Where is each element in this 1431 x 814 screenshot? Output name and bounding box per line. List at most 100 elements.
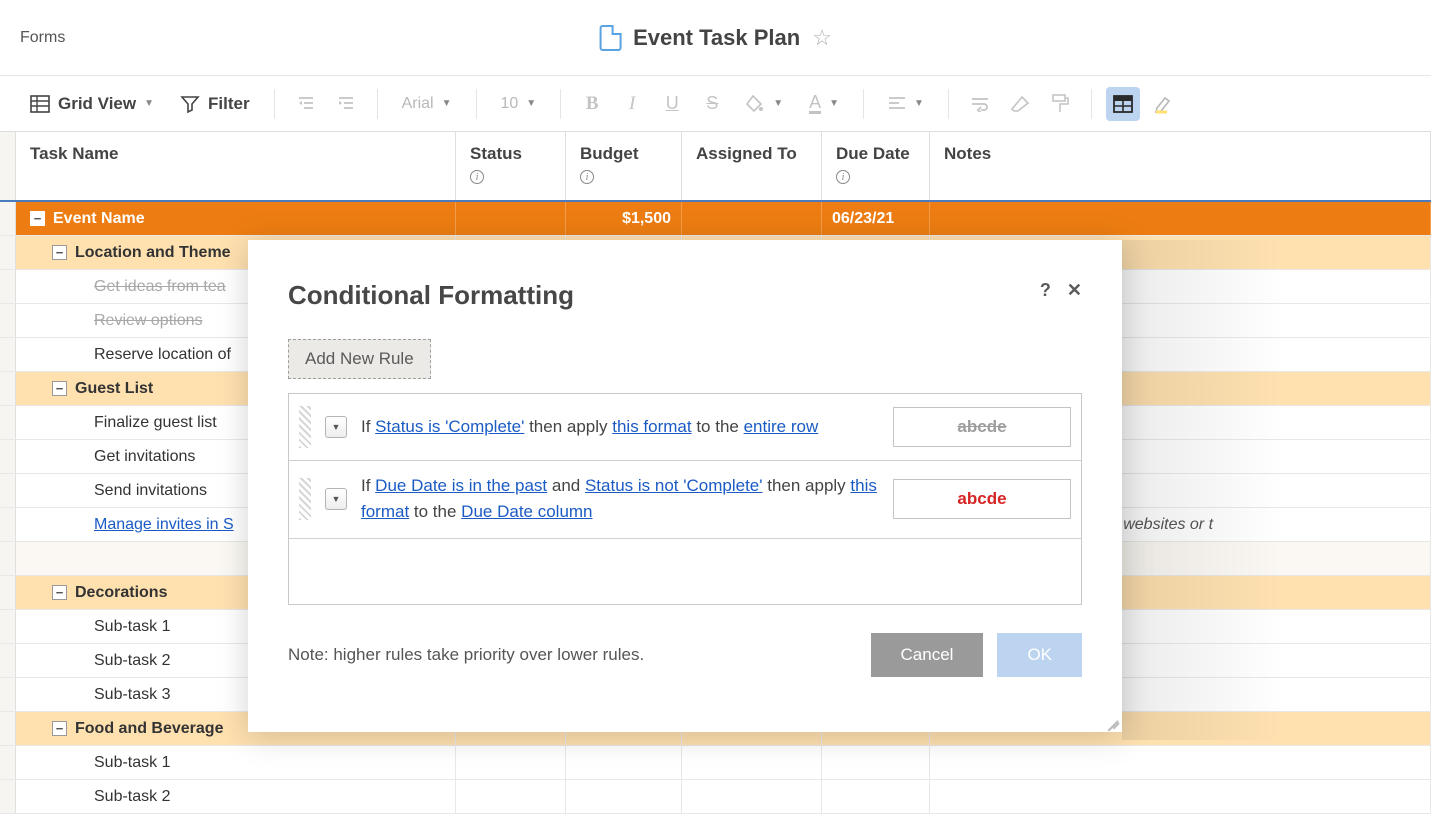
add-new-rule-button[interactable]: Add New Rule (288, 339, 431, 379)
strikethrough-button[interactable]: S (695, 87, 729, 121)
ok-button[interactable]: OK (997, 633, 1082, 677)
column-header-status[interactable]: Statusi (456, 132, 566, 200)
rules-list: ▼ If Status is 'Complete' then apply thi… (288, 393, 1082, 605)
align-button[interactable]: ▼ (878, 90, 934, 118)
underline-button[interactable]: U (655, 87, 689, 121)
resize-handle-icon[interactable] (1104, 714, 1118, 728)
task-cell-text: Sub-task 2 (94, 788, 170, 806)
paint-roller-icon (1051, 94, 1069, 114)
rule-format-link[interactable]: this format (612, 417, 691, 436)
dialog-note: Note: higher rules take priority over lo… (288, 645, 644, 665)
rule-condition-link[interactable]: Due Date is in the past (375, 476, 547, 495)
collapse-toggle-icon[interactable]: − (52, 721, 67, 736)
caret-down-icon: ▼ (773, 98, 783, 109)
close-icon[interactable]: ✕ (1067, 280, 1082, 301)
column-header-budget[interactable]: Budgeti (566, 132, 682, 200)
task-cell-text: Finalize guest list (94, 414, 217, 432)
task-cell-text: Send invitations (94, 482, 207, 500)
toolbar-separator (948, 89, 949, 119)
collapse-toggle-icon[interactable]: − (52, 381, 67, 396)
collapse-toggle-icon[interactable]: − (30, 211, 45, 226)
text-color-button[interactable]: A ▼ (799, 87, 849, 120)
task-cell-text: Get invitations (94, 448, 195, 466)
toolbar-separator (863, 89, 864, 119)
font-family-label: Arial (402, 95, 434, 113)
conditional-format-button[interactable] (1106, 87, 1140, 121)
task-cell-text: Location and Theme (75, 244, 231, 262)
rule-row[interactable]: ▼ If Status is 'Complete' then apply thi… (289, 394, 1081, 461)
filter-label: Filter (208, 94, 250, 114)
column-header-due[interactable]: Due Datei (822, 132, 930, 200)
toolbar-separator (377, 89, 378, 119)
document-icon (599, 25, 621, 51)
font-family-selector[interactable]: Arial ▼ (392, 89, 462, 119)
row-number-column (0, 132, 16, 200)
title-bar: Forms Event Task Plan ☆ (0, 0, 1431, 76)
font-size-selector[interactable]: 10 ▼ (491, 89, 547, 119)
info-icon[interactable]: i (580, 170, 594, 184)
task-cell-text: Sub-task 2 (94, 652, 170, 670)
rule-menu-dropdown[interactable]: ▼ (325, 488, 347, 510)
drag-handle-icon[interactable] (299, 406, 311, 448)
task-cell-text: Reserve location of (94, 346, 231, 364)
indent-button[interactable] (329, 87, 363, 121)
task-cell-text: Get ideas from tea (94, 278, 226, 296)
table-row[interactable]: Sub-task 2 (0, 780, 1431, 814)
document-title[interactable]: Event Task Plan (633, 25, 800, 51)
task-cell-text: Sub-task 1 (94, 618, 170, 636)
format-painter-button[interactable] (1043, 87, 1077, 121)
toolbar-separator (560, 89, 561, 119)
filter-button[interactable]: Filter (170, 88, 260, 120)
budget-cell: $1,500 (622, 210, 671, 228)
favorite-star-icon[interactable]: ☆ (812, 25, 832, 51)
wrap-text-button[interactable] (963, 87, 997, 121)
task-cell-text: Sub-task 3 (94, 686, 170, 704)
task-cell-text: Food and Beverage (75, 720, 223, 738)
conditional-formatting-dialog: Conditional Formatting ? ✕ Add New Rule … (248, 240, 1122, 732)
column-header-notes[interactable]: Notes (930, 132, 1431, 200)
grid-view-label: Grid View (58, 94, 136, 114)
caret-down-icon: ▼ (829, 98, 839, 109)
font-size-label: 10 (501, 95, 519, 113)
cancel-button[interactable]: Cancel (871, 633, 984, 677)
rule-menu-dropdown[interactable]: ▼ (325, 416, 347, 438)
rule-scope-link[interactable]: entire row (744, 417, 819, 436)
forms-link[interactable]: Forms (20, 29, 65, 47)
rule-row[interactable]: ▼ If Due Date is in the past and Status … (289, 461, 1081, 539)
collapse-toggle-icon[interactable]: − (52, 585, 67, 600)
align-icon (888, 96, 906, 112)
help-icon[interactable]: ? (1040, 280, 1051, 301)
rule-description: If Due Date is in the past and Status is… (361, 473, 879, 526)
rule-scope-link[interactable]: Due Date column (461, 502, 592, 521)
grid-header: Task Name Statusi Budgeti Assigned To Du… (0, 132, 1431, 202)
highlighter-icon (1153, 94, 1173, 114)
outdent-button[interactable] (289, 87, 323, 121)
column-header-task[interactable]: Task Name (16, 132, 456, 200)
toolbar-separator (476, 89, 477, 119)
fill-color-button[interactable]: ▼ (735, 88, 793, 120)
due-date-cell: 06/23/21 (832, 210, 894, 228)
rule-condition-link[interactable]: Status is not 'Complete' (585, 476, 763, 495)
info-icon[interactable]: i (836, 170, 850, 184)
table-row[interactable]: Sub-task 1 (0, 746, 1431, 780)
eraser-icon (1010, 95, 1030, 113)
drag-handle-icon[interactable] (299, 478, 311, 520)
collapse-toggle-icon[interactable]: − (52, 245, 67, 260)
toolbar: Grid View ▼ Filter Arial ▼ 10 ▼ B I U S … (0, 76, 1431, 132)
task-cell-text: Decorations (75, 584, 167, 602)
clear-format-button[interactable] (1003, 87, 1037, 121)
paint-bucket-icon (745, 94, 765, 114)
task-cell-text: Event Name (53, 210, 145, 228)
caret-down-icon: ▼ (144, 98, 154, 109)
italic-button[interactable]: I (615, 87, 649, 121)
rule-condition-link[interactable]: Status is 'Complete' (375, 417, 524, 436)
grid-view-selector[interactable]: Grid View ▼ (20, 88, 164, 120)
info-icon[interactable]: i (470, 170, 484, 184)
bold-button[interactable]: B (575, 87, 609, 121)
highlight-button[interactable] (1146, 87, 1180, 121)
table-row[interactable]: −Event Name $1,500 06/23/21 (0, 202, 1431, 236)
grid-icon (30, 94, 50, 114)
column-header-assigned[interactable]: Assigned To (682, 132, 822, 200)
rule-description: If Status is 'Complete' then apply this … (361, 414, 879, 440)
dialog-title: Conditional Formatting (288, 280, 574, 311)
